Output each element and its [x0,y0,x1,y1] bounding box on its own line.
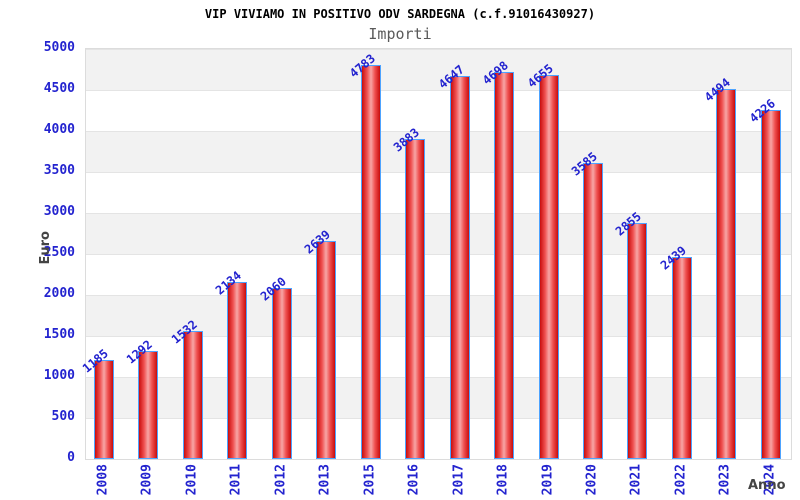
bar-2008 [94,359,114,459]
y-tick-label: 3500 [43,163,75,178]
x-tick-label: 2012 [273,464,289,496]
x-tick-label: 2009 [139,464,155,496]
y-tick-label: 1500 [43,327,75,342]
x-tick-label: 2015 [362,464,378,496]
bar-2019 [538,75,559,459]
x-tick-label: 2020 [584,464,600,496]
bar-2013 [316,240,337,459]
y-axis-title: Euro [38,231,53,265]
bar-2009 [138,351,159,459]
y-tick-label: 4500 [43,81,75,96]
grid-band [86,172,791,213]
bar-2011 [227,282,248,459]
bar-2015 [360,64,381,459]
x-tick-label: 2019 [540,464,555,496]
x-tick-label: 2010 [184,464,200,496]
y-tick-label: 3000 [43,204,75,219]
x-tick-label: 2011 [228,464,244,496]
grid-band [86,49,791,90]
x-tick-label: 2008 [95,464,111,496]
x-tick-label: 2023 [717,464,733,496]
bar-2012 [271,288,292,459]
x-tick-label: 2018 [495,464,511,496]
x-tick-label: 2013 [317,464,333,496]
x-tick-label: 2022 [673,464,689,496]
grid-band [86,90,791,131]
x-tick-label: 2017 [451,464,467,496]
bar-2024 [760,110,781,459]
y-tick-label: 1000 [43,368,75,383]
y-tick-label: 500 [51,409,75,424]
y-tick-label: 4000 [43,122,75,137]
y-tick-label: 0 [67,450,75,465]
grid-band [86,131,791,172]
x-tick-label: 2016 [406,464,422,496]
y-tick-label: 2500 [43,245,75,260]
bar-2023 [716,88,737,459]
y-tick-label: 5000 [43,40,75,55]
bar-2022 [671,257,692,459]
bar-2010 [182,331,203,459]
bar-2021 [627,222,648,459]
x-axis-title: Anno [748,478,786,493]
y-tick-label: 2000 [43,286,75,301]
chart-subtitle: Importi [368,25,432,43]
bar-2016 [405,138,426,459]
chart-title: VIP VIVIAMO IN POSITIVO ODV SARDEGNA (c.… [204,7,596,21]
bar-2018 [494,71,515,459]
plot-area: 1185 1292 1532 2134 2060 2639 4783 3883 4647 4698… [80,48,792,460]
grid-band [86,213,791,254]
bar-2020 [582,163,603,459]
bar-2017 [449,75,470,459]
x-tick-label: 2021 [628,464,644,496]
